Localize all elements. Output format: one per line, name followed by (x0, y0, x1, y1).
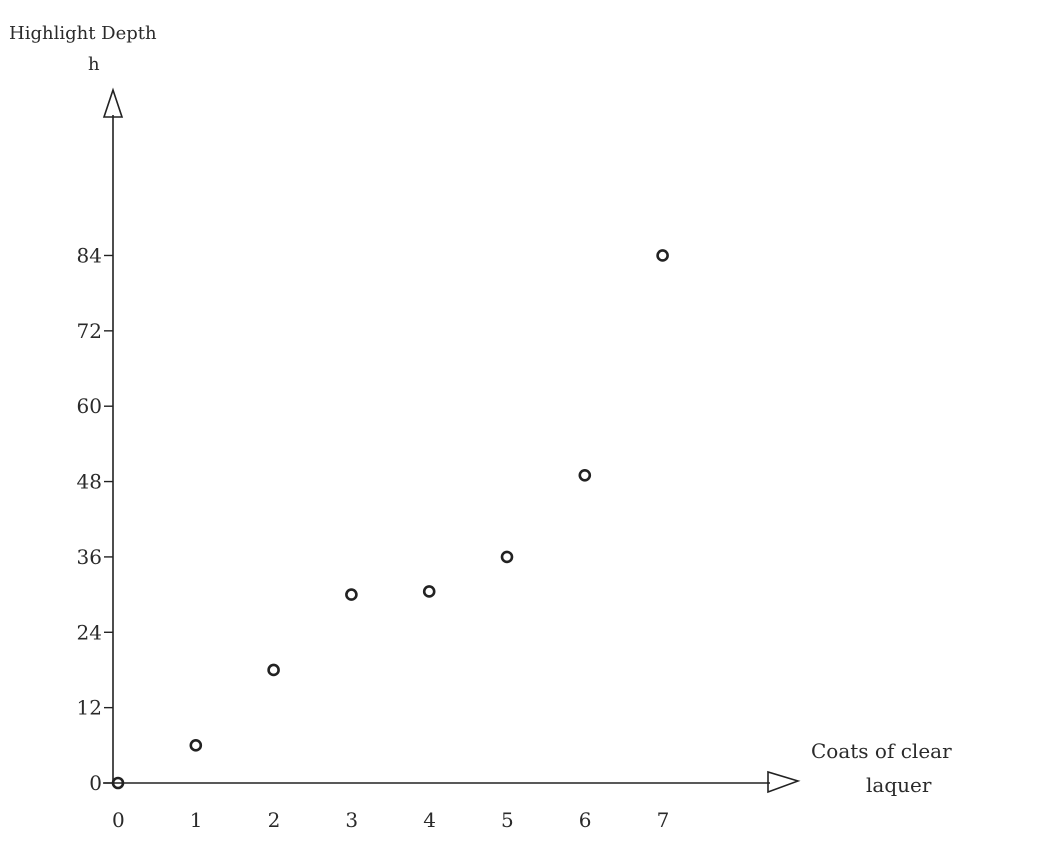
y-axis-label-line-1: Highlight Depth (9, 23, 157, 44)
x-axis-arrow-icon (767, 770, 801, 794)
x-tick-label: 5 (501, 808, 514, 832)
x-axis-label-line-2: laquer (866, 773, 932, 797)
data-point (189, 739, 203, 752)
data-point (345, 588, 358, 601)
x-ticks: 0 1 2 3 4 5 6 7 (112, 808, 669, 832)
y-axis-arrow-icon (102, 87, 124, 118)
data-point (422, 585, 436, 598)
y-tick-label: 36 (77, 545, 102, 569)
x-tick-label: 0 (112, 808, 125, 832)
x-axis-label: Coats of clear laquer (811, 739, 952, 797)
y-tick-label: 24 (77, 620, 102, 644)
y-axis-label: Highlight Depth h (9, 23, 157, 75)
y-tick-label: 72 (77, 319, 102, 343)
y-ticks: 0 12 24 36 48 60 72 84 (77, 243, 113, 795)
x-tick-label: 4 (423, 808, 436, 832)
x-tick-label: 6 (579, 808, 592, 832)
y-tick-label: 0 (89, 771, 102, 795)
y-axis-label-line-2: h (88, 54, 100, 75)
y-tick-label: 48 (77, 470, 102, 494)
axes (102, 87, 801, 794)
data-points (111, 249, 669, 790)
x-tick-label: 1 (190, 808, 203, 832)
x-tick-label: 3 (345, 808, 358, 832)
data-point (267, 663, 280, 677)
x-tick-label: 2 (268, 808, 281, 832)
data-point (656, 249, 669, 262)
data-point (500, 550, 514, 564)
data-point (578, 468, 592, 482)
y-tick-label: 12 (77, 696, 102, 720)
x-tick-label: 7 (657, 808, 670, 832)
y-tick-label: 84 (77, 243, 102, 267)
y-tick-label: 60 (77, 394, 102, 418)
data-point (111, 776, 125, 790)
x-axis-label-line-1: Coats of clear (811, 739, 952, 763)
